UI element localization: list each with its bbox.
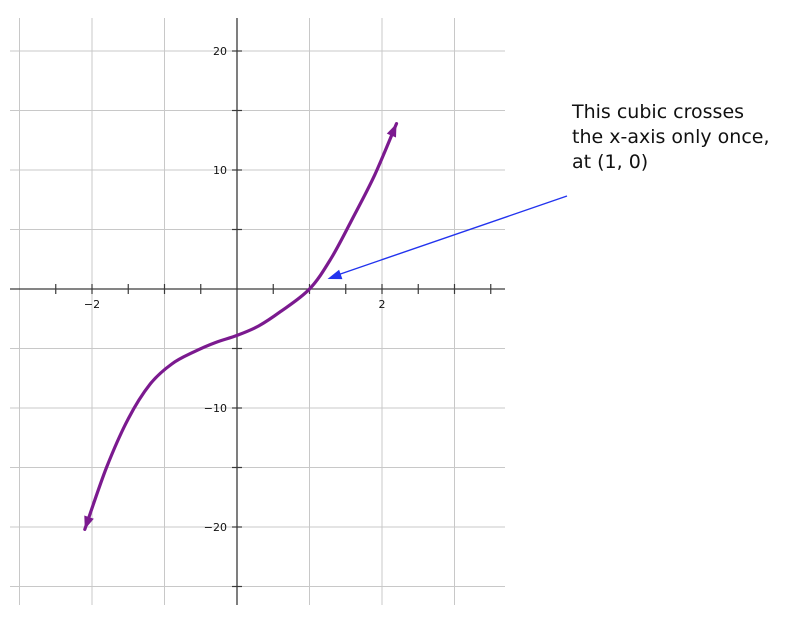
annotation-line-2: the x-axis only once, xyxy=(572,126,770,148)
axes xyxy=(10,18,505,605)
series-arrowhead xyxy=(386,123,397,138)
x-tick-label: 2 xyxy=(379,298,386,311)
series-arrowhead xyxy=(84,515,94,530)
y-tick-label: 10 xyxy=(213,164,227,177)
y-tick-label: −10 xyxy=(204,402,227,415)
y-tick-label: 20 xyxy=(213,45,227,58)
grid xyxy=(10,18,505,605)
ticks xyxy=(55,50,492,588)
series xyxy=(83,122,399,531)
annotation-text: This cubic crosses the x-axis only once,… xyxy=(572,100,800,175)
tick-labels: −2 2 20 10 −10 −20 xyxy=(84,45,386,534)
x-tick-label: −2 xyxy=(84,298,100,311)
annotation-line-3: at (1, 0) xyxy=(572,151,649,173)
annotation-arrow xyxy=(327,195,568,280)
series-line xyxy=(83,122,399,531)
annotation-line-1: This cubic crosses xyxy=(572,101,745,123)
y-tick-label: −20 xyxy=(204,521,227,534)
annotation-arrow-line xyxy=(337,195,568,276)
annotation-arrowhead xyxy=(327,269,343,280)
